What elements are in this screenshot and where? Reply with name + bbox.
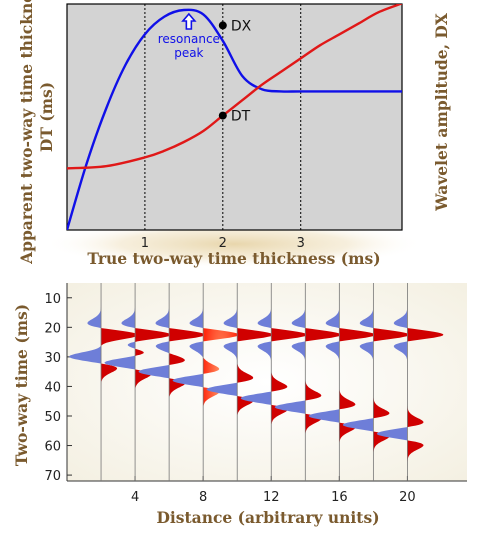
y-axis-label: Two-way time (ms) (12, 304, 31, 466)
trace (69, 283, 139, 481)
trace (138, 283, 206, 481)
y-axis-label-right: Wavelet amplitude, DX (432, 12, 451, 212)
negative-lobe (376, 283, 408, 481)
trace (274, 283, 342, 481)
positive-lobe (203, 283, 240, 481)
y-tick-label: 20 (44, 321, 61, 336)
trace (376, 283, 444, 481)
positive-lobe (373, 283, 410, 481)
y-axis-label-left-line2: DT (ms) (37, 82, 56, 152)
y-axis-label-group: Two-way time (ms) (12, 304, 31, 466)
positive-lobe (407, 283, 444, 481)
shadow (44, 220, 424, 268)
x-tick-label: 2 (219, 236, 227, 251)
positive-lobe (339, 283, 376, 481)
x-tick-label: 1 (141, 236, 149, 251)
x-tick-label: 20 (399, 490, 416, 505)
negative-lobe (172, 283, 204, 481)
trace (308, 283, 376, 481)
series-line-dt (67, 4, 402, 170)
y-axis-label-left-line1: Apparent two-way time thickness, (17, 0, 36, 265)
arrow-up-icon (181, 12, 197, 30)
positive-lobe (305, 283, 342, 481)
y-tick-label: 50 (44, 410, 61, 425)
x-tick-label: 8 (199, 490, 207, 505)
y-tick-label: 70 (44, 469, 61, 484)
axes: 10 20 30 40 50 60 70 4 8 12 16 20 (44, 283, 467, 505)
annotation-dt: DT (231, 109, 251, 125)
y-tick-label: 30 (44, 351, 61, 366)
trace (342, 283, 410, 481)
plot-area (66, 3, 403, 231)
x-tick-labels: 1 2 3 (141, 236, 305, 251)
trace (104, 283, 172, 481)
positive-lobe (135, 283, 172, 481)
positive-lobe (237, 283, 274, 481)
trace (206, 283, 274, 481)
x-tick-label: 3 (297, 236, 305, 251)
positive-lobe (101, 283, 139, 481)
x-tick-label: 16 (331, 490, 348, 505)
marker-dt (218, 111, 227, 120)
y-tick-label: 40 (44, 380, 61, 395)
trace (240, 283, 308, 481)
positive-lobe (169, 283, 206, 481)
x-axis-label: True two-way time thickness (ms) (87, 249, 380, 268)
series-line-dx (67, 8, 402, 230)
annotation-resonance-peak: peak (174, 46, 203, 60)
series-group (67, 4, 402, 230)
y-axis-label-right-group: Wavelet amplitude, DX (432, 12, 451, 212)
positive-lobe (271, 283, 308, 481)
bottom-chart: 10 20 30 40 50 60 70 4 8 12 16 20 Distance (arbitra… (12, 283, 467, 527)
annotation-resonance-peak: resonance (158, 32, 220, 46)
y-tick-label: 60 (44, 440, 61, 455)
trace (172, 283, 240, 481)
y-tick-label: 10 (44, 292, 61, 307)
x-tick-label: 4 (131, 490, 139, 505)
x-axis-label: Distance (arbitrary units) (156, 508, 379, 527)
y-axis-label-left-group: Apparent two-way time thickness, DT (ms) (17, 0, 56, 265)
annotation-dx: DX (231, 18, 252, 34)
marker-dx (218, 21, 227, 30)
x-tick-label: 12 (263, 490, 280, 505)
traces (69, 283, 444, 481)
